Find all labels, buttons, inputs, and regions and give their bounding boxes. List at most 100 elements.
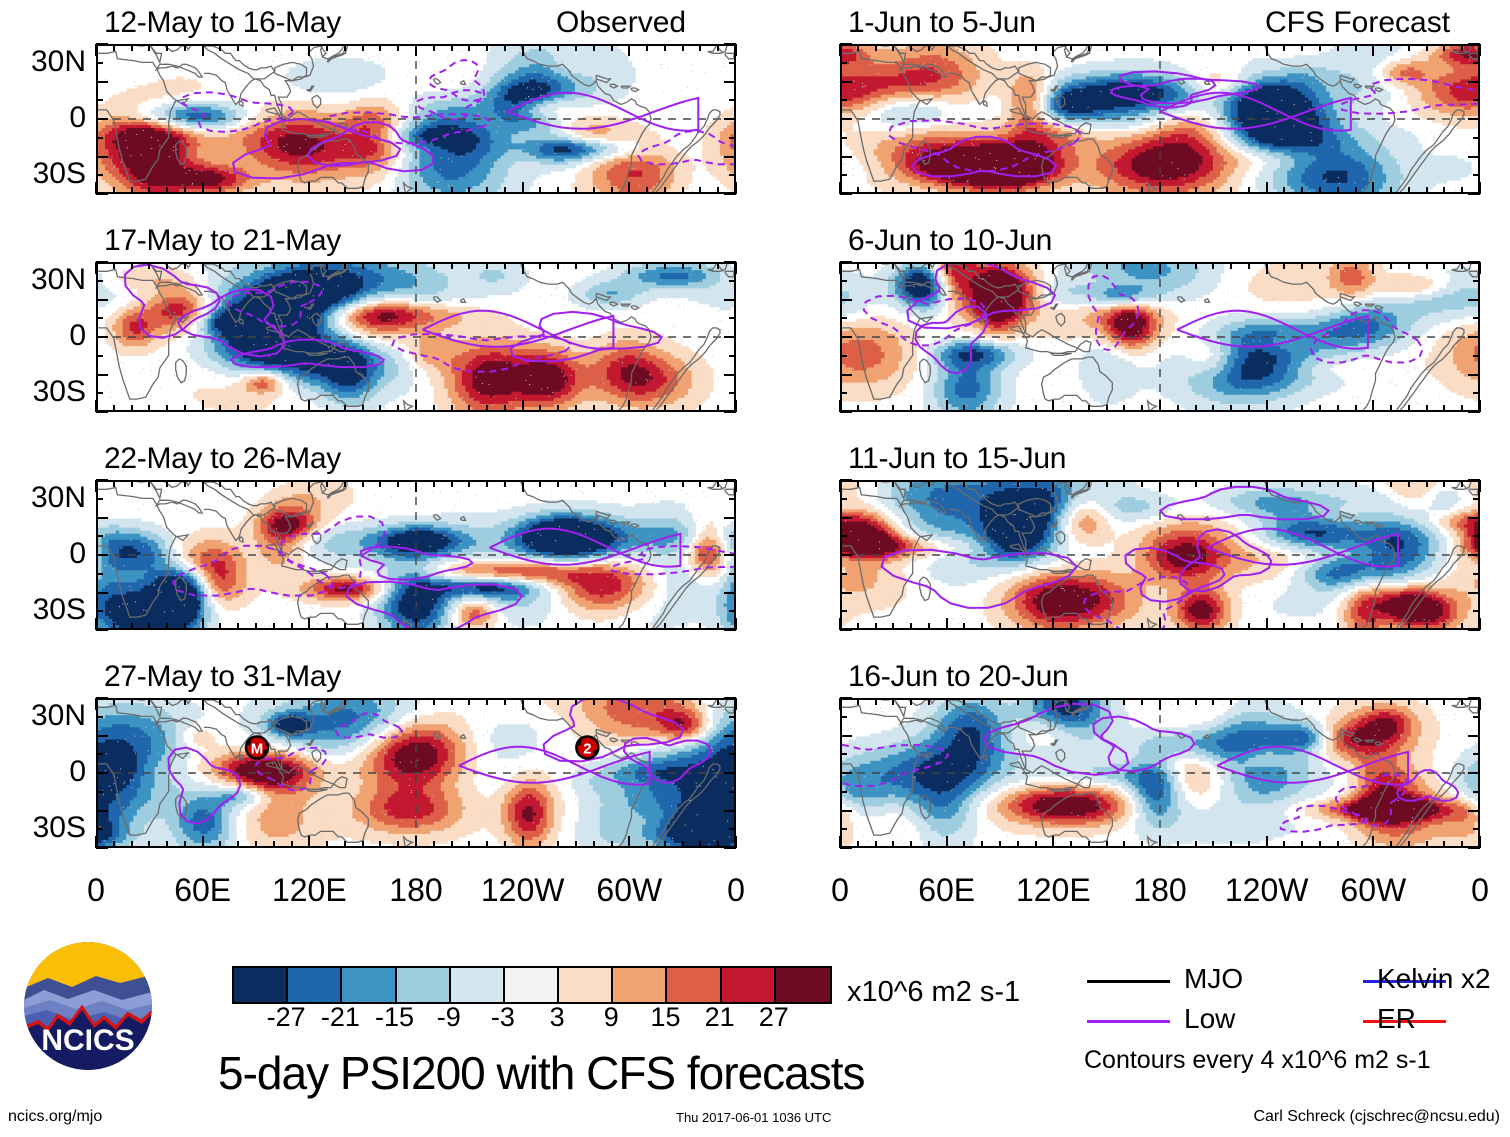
x-tick bbox=[699, 623, 702, 630]
x-tick bbox=[503, 698, 506, 705]
x-tick bbox=[1105, 841, 1108, 848]
x-tick bbox=[999, 187, 1001, 194]
colorbar-tick-label: -21 bbox=[300, 1002, 380, 1033]
x-tick bbox=[1265, 262, 1268, 274]
x-tick bbox=[1247, 480, 1250, 487]
y-tick bbox=[96, 629, 108, 631]
y-tick bbox=[840, 43, 852, 45]
y-tick bbox=[1468, 336, 1480, 338]
x-tick bbox=[450, 262, 453, 269]
x-tick bbox=[201, 400, 204, 412]
x-tick bbox=[1283, 405, 1286, 412]
x-tick bbox=[272, 480, 275, 487]
x-tick bbox=[1443, 44, 1446, 51]
y-tick-label: 0 bbox=[0, 101, 86, 135]
x-tick bbox=[503, 187, 506, 194]
x-tick bbox=[1159, 480, 1161, 492]
x-tick bbox=[945, 44, 948, 56]
x-tick bbox=[1336, 262, 1339, 269]
x-tick bbox=[1052, 44, 1055, 56]
x-tick bbox=[379, 44, 382, 51]
x-tick bbox=[1336, 698, 1339, 705]
x-tick bbox=[361, 841, 364, 848]
x-tick bbox=[1390, 187, 1393, 194]
x-tick bbox=[1461, 841, 1464, 848]
map-panel[interactable] bbox=[96, 44, 736, 194]
x-tick bbox=[148, 405, 151, 412]
colorbar-swatch bbox=[775, 968, 830, 1002]
x-tick bbox=[183, 698, 186, 705]
y-tick bbox=[840, 535, 847, 538]
y-tick bbox=[1473, 61, 1480, 64]
x-tick bbox=[592, 623, 595, 630]
x-tick bbox=[874, 405, 877, 412]
y-tick bbox=[1468, 734, 1480, 737]
x-tick bbox=[1016, 405, 1019, 412]
map-panel[interactable] bbox=[840, 262, 1480, 412]
x-tick bbox=[148, 698, 151, 705]
x-tick bbox=[981, 623, 984, 630]
x-tick bbox=[1034, 841, 1037, 848]
x-tick bbox=[910, 44, 913, 51]
y-tick bbox=[1473, 497, 1480, 500]
y-tick bbox=[840, 516, 852, 519]
x-tick bbox=[874, 623, 877, 630]
map-panel[interactable] bbox=[96, 480, 736, 630]
x-tick bbox=[415, 698, 417, 710]
x-tick bbox=[646, 841, 649, 848]
map-panel[interactable] bbox=[840, 698, 1480, 848]
y-tick bbox=[729, 392, 736, 395]
x-tick bbox=[1087, 841, 1090, 848]
y-tick bbox=[724, 336, 736, 338]
x-tick bbox=[1425, 841, 1428, 848]
map-panel[interactable] bbox=[840, 480, 1480, 630]
x-tick bbox=[432, 698, 435, 705]
y-tick bbox=[724, 261, 736, 263]
y-tick bbox=[840, 392, 847, 395]
x-tick bbox=[663, 698, 666, 705]
x-tick bbox=[219, 262, 222, 269]
x-tick bbox=[892, 841, 895, 848]
x-tick-label: 120E bbox=[239, 872, 379, 909]
y-tick bbox=[840, 279, 847, 282]
x-tick bbox=[945, 618, 948, 630]
y-tick bbox=[1468, 155, 1480, 158]
x-tick bbox=[1034, 187, 1037, 194]
x-tick bbox=[1052, 400, 1055, 412]
y-tick bbox=[1468, 554, 1480, 556]
x-tick bbox=[201, 836, 204, 848]
x-tick-label: 60W bbox=[559, 872, 699, 909]
y-tick bbox=[1468, 261, 1480, 263]
x-tick bbox=[166, 841, 169, 848]
x-tick bbox=[450, 841, 453, 848]
x-tick bbox=[1159, 618, 1161, 630]
map-panel[interactable] bbox=[840, 44, 1480, 194]
x-tick bbox=[1336, 405, 1339, 412]
x-tick bbox=[326, 187, 329, 194]
x-tick bbox=[468, 698, 471, 705]
map-panel[interactable] bbox=[96, 262, 736, 412]
x-tick bbox=[112, 44, 115, 51]
y-tick bbox=[729, 610, 736, 613]
x-tick bbox=[1176, 405, 1179, 412]
x-tick bbox=[856, 623, 859, 630]
x-tick bbox=[397, 480, 400, 487]
x-tick bbox=[1301, 698, 1304, 705]
ncics-logo: NCICS bbox=[24, 942, 152, 1070]
y-tick bbox=[840, 80, 852, 83]
x-tick bbox=[999, 262, 1001, 269]
x-tick bbox=[557, 44, 560, 51]
colorbar-swatch bbox=[234, 968, 289, 1002]
x-tick bbox=[735, 698, 737, 710]
y-tick bbox=[840, 136, 847, 139]
x-tick bbox=[415, 44, 417, 56]
x-tick bbox=[1052, 836, 1055, 848]
x-tick bbox=[521, 618, 524, 630]
y-tick bbox=[1473, 610, 1480, 613]
x-tick bbox=[361, 187, 364, 194]
x-tick bbox=[1319, 262, 1321, 269]
x-tick bbox=[130, 480, 133, 487]
x-tick bbox=[95, 182, 97, 194]
x-tick bbox=[663, 262, 666, 269]
